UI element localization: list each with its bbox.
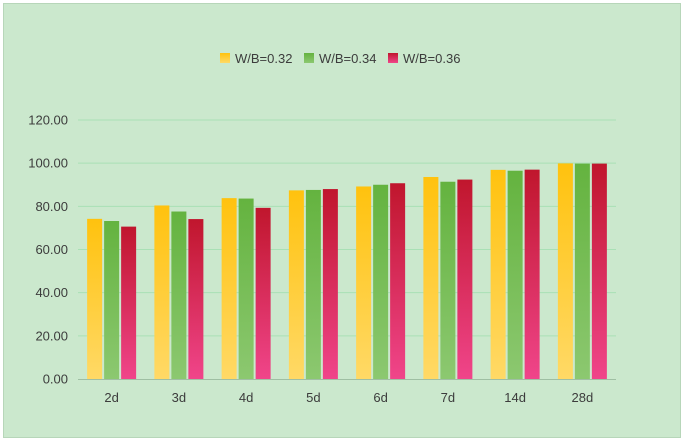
bar-5d-series-2 (305, 189, 321, 379)
legend-swatch (304, 53, 314, 63)
bars (87, 163, 607, 379)
bar-28d-series-1 (557, 163, 573, 379)
x-tick-label: 14d (504, 390, 526, 405)
bar-2d-series-3 (121, 226, 137, 379)
bar-3d-series-2 (171, 211, 187, 379)
bar-14d-series-3 (524, 169, 540, 379)
y-tick-label: 100.00 (28, 156, 68, 171)
legend: W/B=0.32 W/B=0.34 W/B=0.36 (220, 51, 460, 66)
bar-7d-series-1 (423, 176, 439, 379)
bar-5d-series-3 (322, 189, 338, 379)
bar-4d-series-1 (221, 198, 237, 379)
y-tick-label: 60.00 (35, 242, 68, 257)
bar-6d-series-1 (356, 186, 372, 379)
bar-3d-series-1 (154, 205, 170, 379)
x-tick-label: 3d (172, 390, 186, 405)
x-tick-label: 28d (572, 390, 594, 405)
legend-label: W/B=0.32 (235, 51, 292, 66)
y-tick-label: 0.00 (43, 372, 68, 387)
legend-label: W/B=0.36 (403, 51, 460, 66)
bar-3d-series-3 (188, 219, 204, 379)
x-tick-label: 6d (373, 390, 387, 405)
bar-2d-series-2 (104, 221, 120, 379)
bar-6d-series-3 (390, 183, 406, 379)
bar-14d-series-2 (507, 170, 523, 379)
bar-4d-series-3 (255, 207, 271, 379)
x-tick-label: 2d (104, 390, 118, 405)
bar-7d-series-3 (457, 179, 473, 379)
y-tick-label: 20.00 (35, 328, 68, 343)
legend-label: W/B=0.34 (319, 51, 376, 66)
bar-2d-series-1 (87, 218, 103, 379)
legend-swatch (388, 53, 398, 63)
x-tick-label: 4d (239, 390, 253, 405)
bar-4d-series-2 (238, 198, 254, 379)
y-tick-label: 40.00 (35, 285, 68, 300)
x-axis-tick-labels: 2d 3d 4d 5d 6d 7d 14d 28d (104, 390, 593, 405)
bar-7d-series-2 (440, 181, 456, 379)
y-tick-label: 120.00 (28, 113, 68, 128)
legend-swatch (220, 53, 230, 63)
x-tick-label: 5d (306, 390, 320, 405)
y-tick-label: 80.00 (35, 199, 68, 214)
bar-14d-series-1 (490, 169, 506, 379)
bar-6d-series-2 (373, 184, 389, 379)
bar-28d-series-3 (591, 163, 607, 379)
y-axis-tick-labels: 0.00 20.00 40.00 60.00 80.00 100.00 120.00 (28, 113, 68, 387)
x-tick-label: 7d (441, 390, 455, 405)
bar-5d-series-1 (288, 190, 304, 379)
bar-28d-series-2 (574, 163, 590, 379)
